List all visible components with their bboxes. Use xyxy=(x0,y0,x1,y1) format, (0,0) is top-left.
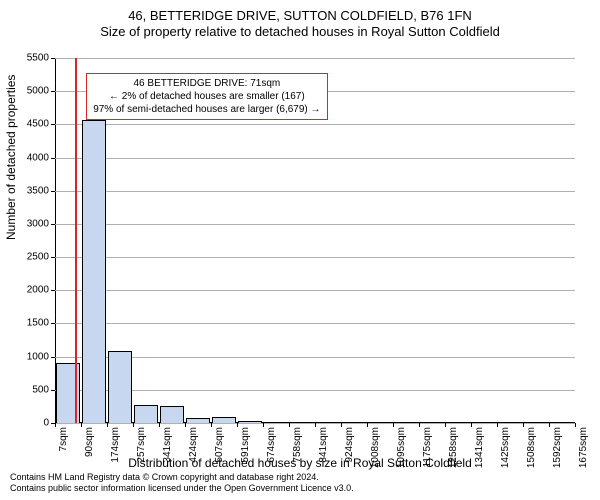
title-block: 46, BETTERIDGE DRIVE, SUTTON COLDFIELD, … xyxy=(0,0,600,39)
chart-subtitle: Size of property relative to detached ho… xyxy=(0,24,600,39)
x-tick-mark xyxy=(159,423,160,427)
y-tick-mark xyxy=(51,290,55,291)
x-tick-mark xyxy=(185,423,186,427)
gridline xyxy=(55,323,575,324)
y-tick-label: 3000 xyxy=(27,218,49,229)
histogram-bar xyxy=(108,351,133,423)
histogram-bar xyxy=(368,422,393,423)
y-tick-mark xyxy=(51,323,55,324)
gridline xyxy=(55,390,575,391)
annotation-line: 46 BETTERIDGE DRIVE: 71sqm xyxy=(93,77,320,90)
histogram-bar xyxy=(290,422,315,423)
x-tick-mark xyxy=(81,423,82,427)
gridline xyxy=(55,224,575,225)
y-tick-label: 4500 xyxy=(27,119,49,130)
gridline xyxy=(55,257,575,258)
x-tick-mark xyxy=(471,423,472,427)
gridline xyxy=(55,124,575,125)
footer-line-2: Contains public sector information licen… xyxy=(10,483,354,494)
x-tick-mark xyxy=(55,423,56,427)
x-tick-mark xyxy=(107,423,108,427)
x-tick-mark xyxy=(367,423,368,427)
histogram-bar xyxy=(264,422,289,423)
y-tick-mark xyxy=(51,390,55,391)
chart-title: 46, BETTERIDGE DRIVE, SUTTON COLDFIELD, … xyxy=(0,8,600,23)
gridline xyxy=(55,357,575,358)
x-tick-label: 7sqm xyxy=(58,427,69,451)
y-tick-label: 1000 xyxy=(27,351,49,362)
y-tick-label: 3500 xyxy=(27,185,49,196)
histogram-bar xyxy=(316,422,341,423)
y-tick-label: 0 xyxy=(43,418,49,429)
property-marker-line xyxy=(75,58,77,423)
y-tick-mark xyxy=(51,257,55,258)
annotation-line: 97% of semi-detached houses are larger (… xyxy=(93,103,320,116)
x-axis-label: Distribution of detached houses by size … xyxy=(0,456,600,470)
histogram-bar xyxy=(550,422,575,423)
histogram-bar xyxy=(186,418,211,423)
chart-container: 46, BETTERIDGE DRIVE, SUTTON COLDFIELD, … xyxy=(0,0,600,500)
x-tick-mark xyxy=(575,423,576,427)
gridline xyxy=(55,191,575,192)
y-tick-label: 5500 xyxy=(27,53,49,64)
annotation-box: 46 BETTERIDGE DRIVE: 71sqm← 2% of detach… xyxy=(86,73,327,120)
y-tick-label: 5000 xyxy=(27,86,49,97)
histogram-bar xyxy=(342,422,367,423)
x-tick-mark xyxy=(263,423,264,427)
x-tick-mark xyxy=(341,423,342,427)
histogram-bar xyxy=(134,405,159,423)
gridline xyxy=(55,58,575,59)
x-tick-label: 90sqm xyxy=(84,427,95,457)
histogram-bar xyxy=(446,422,471,423)
y-tick-mark xyxy=(51,58,55,59)
plot-area: 0500100015002000250030003500400045005000… xyxy=(55,58,575,423)
x-tick-mark xyxy=(445,423,446,427)
y-tick-label: 1500 xyxy=(27,318,49,329)
y-tick-mark xyxy=(51,191,55,192)
annotation-line: ← 2% of detached houses are smaller (167… xyxy=(93,90,320,103)
x-tick-mark xyxy=(549,423,550,427)
histogram-bar xyxy=(472,422,497,423)
gridline xyxy=(55,158,575,159)
histogram-bar xyxy=(394,422,419,423)
y-tick-mark xyxy=(51,124,55,125)
x-tick-mark xyxy=(133,423,134,427)
footer-line-1: Contains HM Land Registry data © Crown c… xyxy=(10,472,354,483)
footer-attribution: Contains HM Land Registry data © Crown c… xyxy=(10,472,354,494)
y-axis-label: Number of detached properties xyxy=(4,75,18,240)
histogram-bar xyxy=(524,422,549,423)
histogram-bar xyxy=(212,417,237,423)
y-tick-label: 4000 xyxy=(27,152,49,163)
y-tick-label: 500 xyxy=(32,384,49,395)
y-tick-label: 2000 xyxy=(27,285,49,296)
x-tick-mark xyxy=(419,423,420,427)
y-tick-mark xyxy=(51,91,55,92)
histogram-bar xyxy=(498,422,523,423)
histogram-bar xyxy=(160,406,185,423)
y-tick-label: 2500 xyxy=(27,252,49,263)
x-tick-mark xyxy=(497,423,498,427)
y-tick-mark xyxy=(51,158,55,159)
x-tick-mark xyxy=(523,423,524,427)
y-tick-mark xyxy=(51,224,55,225)
histogram-bar xyxy=(420,422,445,423)
histogram-bar xyxy=(238,421,263,423)
x-tick-mark xyxy=(211,423,212,427)
y-tick-mark xyxy=(51,357,55,358)
x-tick-mark xyxy=(315,423,316,427)
histogram-bar xyxy=(82,120,107,423)
x-tick-mark xyxy=(289,423,290,427)
x-tick-mark xyxy=(237,423,238,427)
gridline xyxy=(55,290,575,291)
x-tick-mark xyxy=(393,423,394,427)
